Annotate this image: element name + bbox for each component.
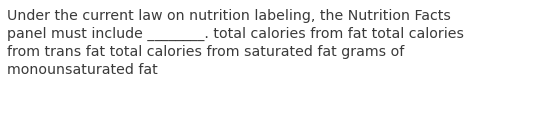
Text: Under the current law on nutrition labeling, the Nutrition Facts
panel must incl: Under the current law on nutrition label… (7, 9, 464, 76)
